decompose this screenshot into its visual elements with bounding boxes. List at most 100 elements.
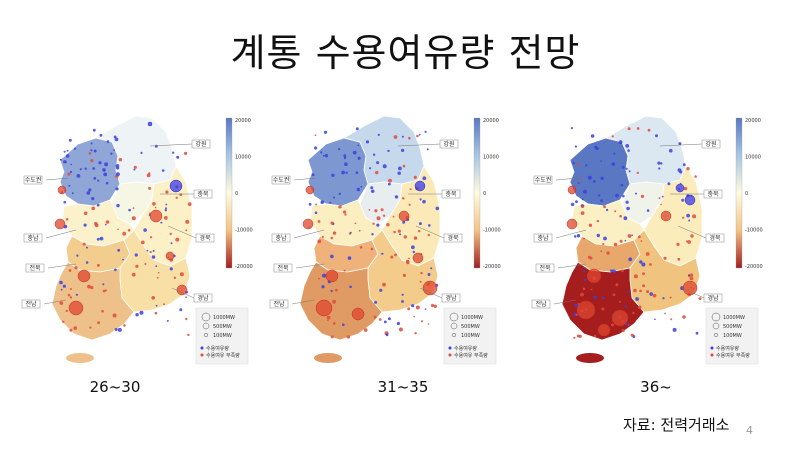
surplus-dot	[343, 154, 347, 158]
region-label-box	[439, 139, 459, 149]
shortage-dot	[373, 315, 377, 319]
shortage-dot	[65, 309, 68, 313]
shortage-dot	[149, 250, 152, 254]
region-label: 수도권	[25, 176, 42, 184]
shortage-dot	[173, 276, 177, 279]
region-label: 수도권	[535, 176, 552, 184]
shortage-dot	[375, 170, 379, 175]
legend-shortage-symbol	[200, 353, 204, 357]
surplus-dot	[170, 242, 173, 245]
surplus-dot	[60, 288, 63, 291]
region-label: 경북	[199, 235, 211, 242]
shortage-dot	[619, 239, 623, 243]
region-label: 충북	[445, 190, 457, 198]
surplus-dot	[355, 171, 359, 175]
surplus-dot	[376, 223, 380, 227]
colorbar-tick-label: 0	[745, 191, 748, 197]
surplus-dot	[128, 208, 131, 212]
region-label: 강원	[705, 140, 716, 148]
shortage-dot	[683, 186, 688, 191]
legend-surplus-symbol	[200, 346, 204, 350]
surplus-dot	[146, 249, 149, 252]
surplus-dot	[345, 171, 348, 174]
shortage-dot	[416, 134, 419, 138]
surplus-dot	[122, 258, 124, 261]
shortage-dot	[326, 315, 331, 320]
legend-type-label: 수용여유 부족량	[454, 352, 488, 359]
shortage-bubble	[412, 252, 424, 264]
surplus-dot	[86, 191, 91, 195]
surplus-dot	[349, 285, 352, 289]
shortage-dot	[596, 219, 600, 223]
shortage-dot	[67, 293, 71, 297]
region-label: 경남	[445, 294, 457, 302]
surplus-dot	[343, 156, 347, 160]
shortage-dot	[600, 250, 603, 253]
surplus-dot	[331, 173, 335, 177]
surplus-dot	[626, 206, 630, 211]
surplus-dot	[397, 171, 401, 175]
shortage-dot	[694, 175, 697, 178]
surplus-dot	[83, 223, 87, 227]
shortage-dot	[117, 228, 119, 231]
surplus-dot	[321, 285, 325, 289]
shortage-bubble	[586, 268, 602, 284]
surplus-dot	[686, 213, 690, 218]
surplus-dot	[399, 233, 402, 236]
region-label: 전북	[539, 264, 551, 272]
shortage-bubble	[165, 251, 175, 261]
shortage-dot	[590, 288, 593, 291]
surplus-dot	[113, 135, 117, 139]
shortage-dot	[603, 205, 606, 209]
shortage-bubble	[305, 185, 315, 195]
shortage-dot	[368, 209, 371, 211]
shortage-bubble	[149, 209, 163, 223]
region-label-box	[193, 189, 213, 199]
region-capital	[59, 137, 121, 207]
shortage-dot	[154, 311, 158, 315]
shortage-dot	[645, 252, 650, 256]
surplus-dot	[105, 223, 107, 226]
surplus-dot	[385, 333, 389, 337]
colorbar-tick-label: 20000	[745, 118, 761, 124]
surplus-dot	[582, 189, 587, 194]
legend-type-label: 수용여유량	[716, 345, 739, 352]
shortage-bubble	[682, 280, 698, 296]
region-label-box	[21, 299, 41, 309]
surplus-dot	[574, 145, 577, 148]
shortage-dot	[67, 172, 71, 176]
shortage-dot	[97, 263, 100, 267]
shortage-dot	[689, 273, 694, 277]
surplus-dot	[646, 209, 650, 212]
surplus-dot	[88, 188, 92, 192]
shortage-dot	[82, 242, 86, 246]
surplus-dot	[365, 140, 370, 144]
region-label: 전남	[273, 300, 285, 308]
surplus-dot	[635, 297, 639, 301]
surplus-dot	[387, 317, 391, 321]
shortage-dot	[354, 222, 357, 225]
shortage-dot	[587, 255, 591, 259]
surplus-dot	[371, 189, 375, 193]
surplus-dot	[418, 222, 422, 226]
map-panel-3: 강원 수도권 충북 충남 경북 전북 경남 전남 20000 10000 0 -10000 -20000…	[530, 108, 770, 370]
surplus-dot	[110, 152, 113, 155]
shortage-dot	[330, 221, 334, 225]
region-label-box	[191, 139, 211, 149]
surplus-dot	[93, 149, 97, 153]
surplus-dot	[116, 203, 120, 208]
surplus-dot	[667, 182, 671, 186]
shortage-dot	[386, 223, 390, 227]
surplus-dot	[654, 318, 656, 321]
surplus-dot	[352, 150, 357, 155]
shortage-dot	[157, 272, 160, 274]
surplus-dot	[99, 236, 104, 241]
shortage-dot	[332, 322, 336, 325]
surplus-dot	[377, 133, 380, 136]
surplus-dot	[660, 162, 663, 165]
region-label: 경북	[709, 235, 721, 242]
legend-type-label: 수용여유 부족량	[206, 352, 240, 359]
surplus-dot	[624, 305, 627, 308]
shortage-dot	[621, 269, 624, 273]
